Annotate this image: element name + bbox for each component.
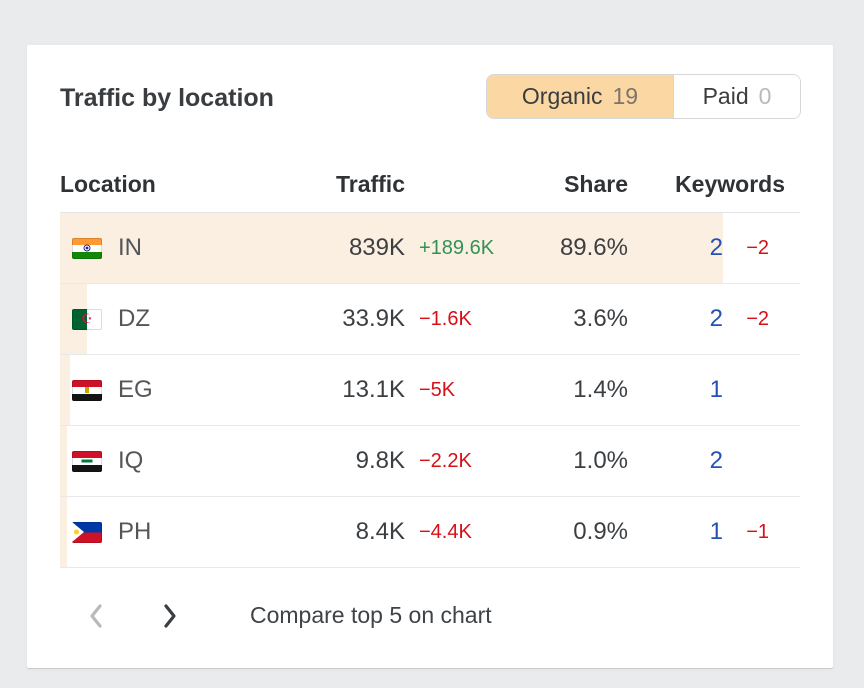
location-cell: DZ: [60, 305, 330, 333]
traffic-value: 839K: [348, 234, 405, 261]
header-traffic: Traffic: [335, 171, 405, 197]
table-header-row: Location Traffic Share Keywords: [60, 157, 800, 213]
iraq-flag-icon: [72, 450, 102, 472]
table-row[interactable]: EG 13.1K −5K 1.4% 1: [60, 355, 800, 426]
tab-paid-label: Paid: [702, 83, 749, 109]
keywords-delta: −2: [746, 236, 769, 259]
traffic-value: 8.4K: [355, 518, 405, 545]
philippines-flag-icon: [72, 521, 102, 543]
tab-organic-label: Organic: [521, 83, 603, 109]
table-row[interactable]: IQ 9.8K −2.2K 1.0% 2: [60, 426, 800, 497]
location-cell: EG: [60, 376, 330, 404]
keywords-value[interactable]: 1: [709, 518, 723, 545]
tab-organic-count: 19: [612, 83, 639, 109]
traffic-delta: −1.6K: [419, 307, 472, 330]
tab-organic[interactable]: Organic 19: [487, 75, 673, 118]
traffic-by-location-card: Traffic by location Organic 19 Paid 0 Lo…: [27, 45, 833, 668]
share-value: 1.4%: [573, 376, 628, 403]
chevron-right-icon: [164, 603, 176, 628]
next-page-button[interactable]: [160, 603, 180, 629]
share-value: 3.6%: [573, 305, 628, 332]
traffic-delta: +189.6K: [419, 236, 495, 259]
algeria-flag-icon: [72, 308, 102, 330]
table-row[interactable]: DZ 33.9K −1.6K 3.6% 2 −2: [60, 284, 800, 355]
keywords-delta: −1: [746, 520, 769, 543]
keywords-value[interactable]: 2: [709, 447, 723, 474]
location-cell: IN: [60, 234, 330, 262]
chevron-left-icon: [90, 603, 102, 628]
share-value: 89.6%: [559, 234, 628, 261]
traffic-value: 9.8K: [355, 447, 405, 474]
traffic-value: 33.9K: [342, 305, 405, 332]
keywords-value[interactable]: 2: [709, 305, 723, 332]
india-flag-icon: [72, 237, 102, 259]
page-title: Traffic by location: [60, 84, 274, 112]
keywords-delta: −2: [746, 307, 769, 330]
country-code: PH: [118, 518, 152, 545]
country-code: EG: [118, 376, 153, 403]
header-share: Share: [564, 171, 628, 197]
header-keywords: Keywords: [675, 171, 785, 197]
tab-paid-count: 0: [758, 83, 772, 109]
card-footer: Compare top 5 on chart: [27, 563, 833, 668]
table-body: IN 839K +189.6K 89.6% 2 −2 DZ 33.9K −1.6…: [60, 213, 800, 568]
compare-top5-link[interactable]: Compare top 5 on chart: [250, 602, 492, 628]
share-bar: [60, 213, 723, 283]
table-row[interactable]: IN 839K +189.6K 89.6% 2 −2: [60, 213, 800, 284]
traffic-type-tabs: Organic 19 Paid 0: [486, 74, 801, 119]
country-code: DZ: [118, 305, 150, 332]
traffic-delta: −2.2K: [419, 449, 472, 472]
country-code: IQ: [118, 447, 144, 474]
traffic-value: 13.1K: [342, 376, 405, 403]
traffic-delta: −4.4K: [419, 520, 472, 543]
share-bar: [60, 355, 70, 425]
share-value: 0.9%: [573, 518, 628, 545]
header-location: Location: [60, 171, 156, 197]
country-code: IN: [118, 234, 142, 261]
location-cell: IQ: [60, 447, 330, 475]
egypt-flag-icon: [72, 379, 102, 401]
locations-table: Location Traffic Share Keywords IN 839K …: [60, 157, 800, 568]
keywords-value[interactable]: 2: [709, 234, 723, 261]
previous-page-button[interactable]: [86, 603, 106, 629]
tab-paid[interactable]: Paid 0: [673, 75, 800, 118]
share-bar: [60, 497, 67, 567]
table-row[interactable]: PH 8.4K −4.4K 0.9% 1 −1: [60, 497, 800, 568]
location-cell: PH: [60, 518, 330, 546]
share-bar: [60, 426, 67, 496]
share-value: 1.0%: [573, 447, 628, 474]
keywords-value[interactable]: 1: [709, 376, 723, 403]
traffic-delta: −5K: [419, 378, 456, 401]
